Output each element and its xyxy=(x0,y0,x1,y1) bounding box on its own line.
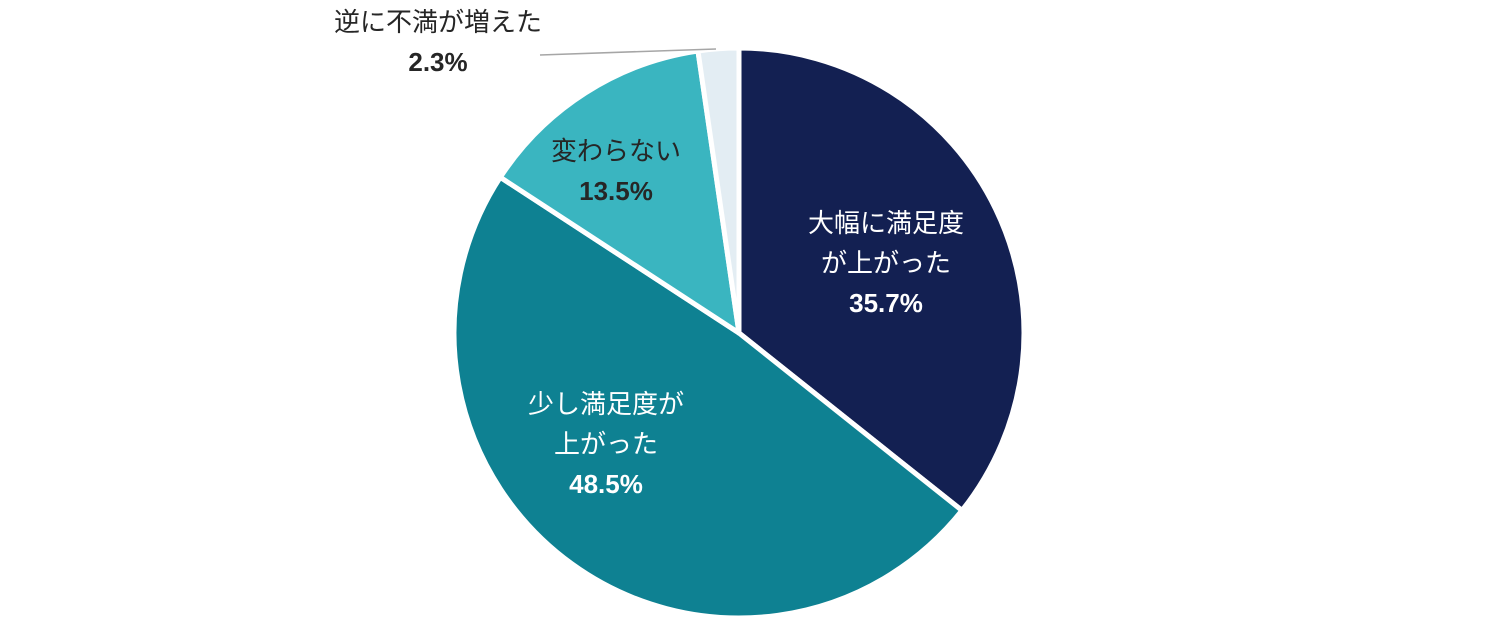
pie-slice-2[interactable] xyxy=(497,48,742,336)
leader-line xyxy=(539,48,717,56)
pie-slice-0[interactable] xyxy=(736,45,1027,513)
pie-slice-3[interactable] xyxy=(695,45,742,336)
pie-slice-1[interactable] xyxy=(451,174,965,621)
